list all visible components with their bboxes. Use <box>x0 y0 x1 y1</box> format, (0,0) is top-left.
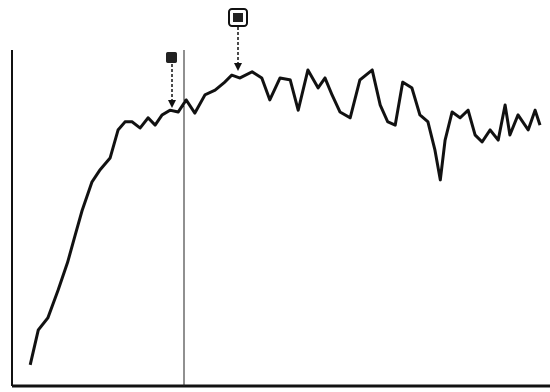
arrow-head <box>168 100 176 108</box>
arrow-head <box>234 63 242 71</box>
marker-icon <box>233 13 243 22</box>
marker-box <box>166 52 177 63</box>
data-line <box>28 68 542 366</box>
